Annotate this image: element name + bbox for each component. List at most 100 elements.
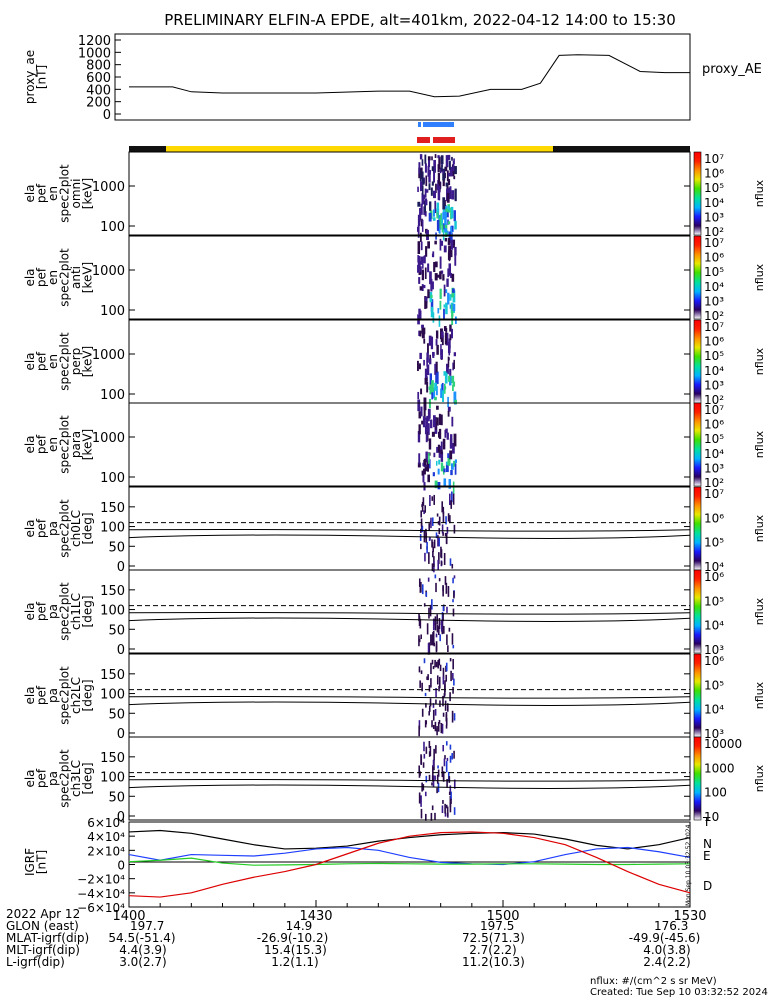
flux-streak	[445, 302, 448, 315]
flux-streak	[442, 168, 446, 181]
flux-streak	[437, 185, 441, 194]
pa-flux-streak	[432, 563, 435, 567]
pa-flux-streak	[429, 746, 432, 756]
pa-flux-streak	[430, 662, 432, 675]
colorbar-tick-label: 10000	[704, 737, 742, 751]
flux-streak	[453, 175, 456, 180]
pa-flux-streak	[434, 721, 437, 732]
y-label-line: pef	[35, 267, 49, 287]
colorbar-tick-label: 10²	[704, 393, 724, 407]
pa-flux-streak	[448, 776, 451, 783]
flux-streak	[451, 304, 454, 317]
y-label-line: omni	[69, 179, 83, 209]
pa-flux-streak	[446, 806, 449, 817]
pa-flux-streak	[431, 805, 434, 811]
pa-flux-streak	[445, 516, 447, 525]
pa-flux-streak	[418, 613, 420, 622]
flux-streak	[422, 263, 424, 269]
pa-flux-streak	[442, 585, 444, 597]
igrf-legend-E: E	[703, 849, 711, 863]
loss-cone-upper-line	[128, 695, 691, 699]
pa-flux-streak	[434, 709, 437, 716]
y-label-line: [nT]	[35, 65, 49, 89]
flux-streak	[445, 208, 448, 212]
flux-streak	[420, 241, 423, 251]
y-label-line: pef	[35, 685, 49, 705]
pa-flux-streak	[451, 633, 454, 645]
y-label-line: pa	[46, 688, 60, 703]
footer-row-value: 54.5(-51.4)	[108, 931, 176, 945]
pa-flux-streak	[440, 620, 443, 632]
footer-created: Created: Tue Sep 10 03:32:52 2024	[590, 987, 768, 998]
flux-streak	[433, 190, 436, 199]
loss-cone-upper-line	[128, 778, 691, 782]
pa-flux-streak	[452, 659, 454, 670]
flux-streak	[448, 263, 452, 276]
pa-flux-streak	[428, 523, 431, 531]
flux-streak	[454, 246, 457, 256]
pa-flux-streak	[436, 774, 439, 784]
colorbar-scale	[693, 736, 702, 821]
flux-streak	[424, 163, 427, 173]
pa-flux-streak	[438, 516, 441, 526]
y-label-line: pef	[35, 183, 49, 203]
footer-units-note: nflux: #/(cm^2 s sr MeV)	[590, 976, 717, 987]
flux-streak	[452, 288, 455, 293]
footer-row-value: 4.0(3.8)	[643, 943, 691, 957]
flux-streak	[442, 438, 446, 450]
colorbar-label: nflux	[753, 179, 766, 207]
pa-flux-streak	[440, 722, 443, 734]
pa-flux-streak	[431, 782, 433, 786]
footer-row-value: 2.4(2.2)	[643, 955, 691, 969]
flux-streak	[444, 429, 447, 438]
flux-streak	[434, 154, 437, 158]
colorbar-tick-label: 10⁶	[704, 418, 724, 432]
pa-flux-streak	[452, 672, 454, 680]
flux-streak	[420, 388, 423, 395]
pa-flux-streak	[424, 505, 427, 513]
pa-flux-streak	[424, 813, 427, 821]
pitch-angle-panel: 150 100 50 0	[100, 653, 691, 742]
pa-flux-streak	[447, 586, 450, 597]
flux-streak	[419, 168, 422, 182]
flux-streak	[435, 261, 438, 268]
flux-streak	[421, 269, 424, 281]
energy-spectrogram-panels: 1000 100 1000 100 1000 100 1000 100	[92, 151, 691, 494]
y-label-line: spec2plot	[58, 499, 72, 558]
flux-streak	[432, 472, 435, 477]
y-label-line: perp	[69, 348, 83, 376]
flux-streak	[447, 268, 450, 278]
flux-streak	[437, 444, 440, 453]
pa-flux-streak	[441, 723, 444, 734]
pitch-angle-panel: 150 100 50 0	[100, 736, 691, 825]
flux-streak	[447, 221, 451, 225]
flux-streak	[436, 417, 439, 426]
flux-streak	[450, 240, 454, 250]
y-label-line: en	[46, 437, 60, 452]
loss-cone-upper-line	[128, 528, 691, 532]
flux-streak	[418, 272, 421, 276]
flux-streak	[448, 338, 451, 349]
flux-streak	[437, 308, 440, 314]
colorbar-tick-label: 10⁷	[704, 236, 724, 250]
pa-flux-streak	[423, 603, 426, 607]
flux-streak	[445, 289, 448, 294]
flux-streak	[418, 162, 421, 174]
pa-flux-streak	[434, 623, 437, 631]
pa-flux-streak	[451, 753, 453, 760]
chart-title: PRELIMINARY ELFIN-A EPDE, alt=401km, 202…	[164, 11, 676, 29]
pa-flux-streak	[443, 758, 446, 767]
flux-streak	[422, 462, 425, 467]
flux-streak	[446, 278, 449, 287]
colorbar-tick-label: 10⁶	[704, 251, 724, 265]
flux-streak	[422, 416, 426, 428]
pa-flux-streak	[436, 513, 439, 517]
blue-marker-dot	[418, 122, 421, 127]
pa-flux-streak	[435, 661, 438, 668]
footer-row-value: 14.9	[285, 919, 313, 933]
flux-streak	[442, 223, 445, 230]
flux-streak	[427, 263, 430, 273]
flux-streak	[423, 468, 426, 475]
flux-streak	[438, 315, 441, 327]
pa-flux-streak	[433, 748, 435, 761]
